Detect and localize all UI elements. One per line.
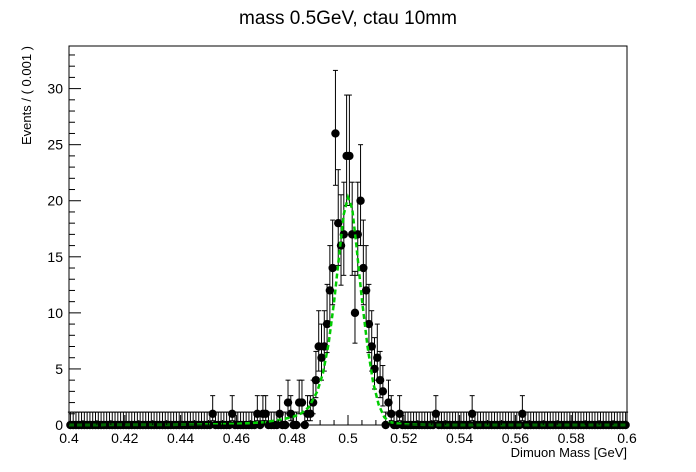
plot-border	[68, 45, 628, 426]
x-axis-title: Dimuon Mass [GeV]	[511, 445, 627, 460]
x-tick-label: 0.54	[446, 430, 473, 446]
x-tick-label: 0.58	[558, 430, 585, 446]
data-point	[431, 409, 441, 418]
data-point	[328, 263, 337, 273]
data-point	[261, 409, 270, 418]
y-tick-label: 15	[47, 249, 63, 265]
chart-title: mass 0.5GeV, ctau 10mm	[239, 8, 457, 29]
y-tick-label: 10	[47, 305, 63, 321]
x-tick-label: 0.42	[111, 430, 138, 446]
data-point	[384, 398, 393, 407]
y-tick-label: 5	[55, 361, 63, 377]
data-point	[356, 196, 365, 205]
x-tick-label: 0.46	[223, 430, 250, 446]
data-point	[322, 319, 332, 329]
x-tick-label: 0.44	[167, 430, 194, 446]
plot-frame	[68, 45, 628, 426]
data-point	[364, 319, 374, 329]
error-bars	[67, 69, 629, 426]
data-point	[373, 353, 382, 362]
fit-curve	[68, 193, 627, 427]
data-point	[350, 308, 360, 318]
data-point	[345, 151, 354, 161]
data-point	[317, 353, 326, 362]
y-tick-label: 20	[47, 193, 63, 209]
x-tick-label: 0.48	[279, 430, 306, 446]
x-tick-label: 0.5	[338, 430, 358, 446]
data-point	[208, 409, 217, 418]
data-point	[308, 398, 318, 407]
data-point	[297, 398, 307, 407]
data-point	[367, 342, 376, 351]
data-point	[228, 409, 237, 418]
y-tick-label: 25	[47, 137, 63, 153]
data-point	[283, 398, 293, 407]
data-point	[467, 409, 477, 418]
data-point	[387, 409, 396, 418]
data-point	[375, 375, 385, 385]
x-tick-label: 0.6	[617, 430, 637, 446]
x-axis-ticks: 0.4 0.42 0.44 0.46 0.48 0.5 0.52 0.54 0.56 0.58 0.…	[59, 415, 637, 446]
data-point	[306, 409, 315, 418]
y-tick-label: 0	[55, 417, 63, 433]
x-tick-label: 0.4	[59, 430, 79, 446]
data-point	[378, 387, 388, 396]
y-tick-label: 30	[47, 81, 63, 97]
y-axis-title: Events / ( 0.001 )	[19, 46, 34, 145]
data-point	[325, 286, 335, 295]
data-point	[518, 409, 527, 418]
y-axis-ticks: 0 5 10 15 20 25 30	[47, 54, 81, 433]
data-point	[331, 129, 340, 138]
data-point	[359, 263, 368, 273]
data-point	[275, 409, 284, 418]
x-tick-label: 0.52	[390, 430, 417, 446]
data-point	[320, 342, 329, 351]
x-tick-label: 0.56	[502, 430, 529, 446]
data-points	[66, 129, 630, 430]
data-point	[311, 375, 321, 385]
data-point	[361, 286, 371, 295]
data-point	[334, 218, 343, 228]
data-point	[395, 409, 404, 418]
